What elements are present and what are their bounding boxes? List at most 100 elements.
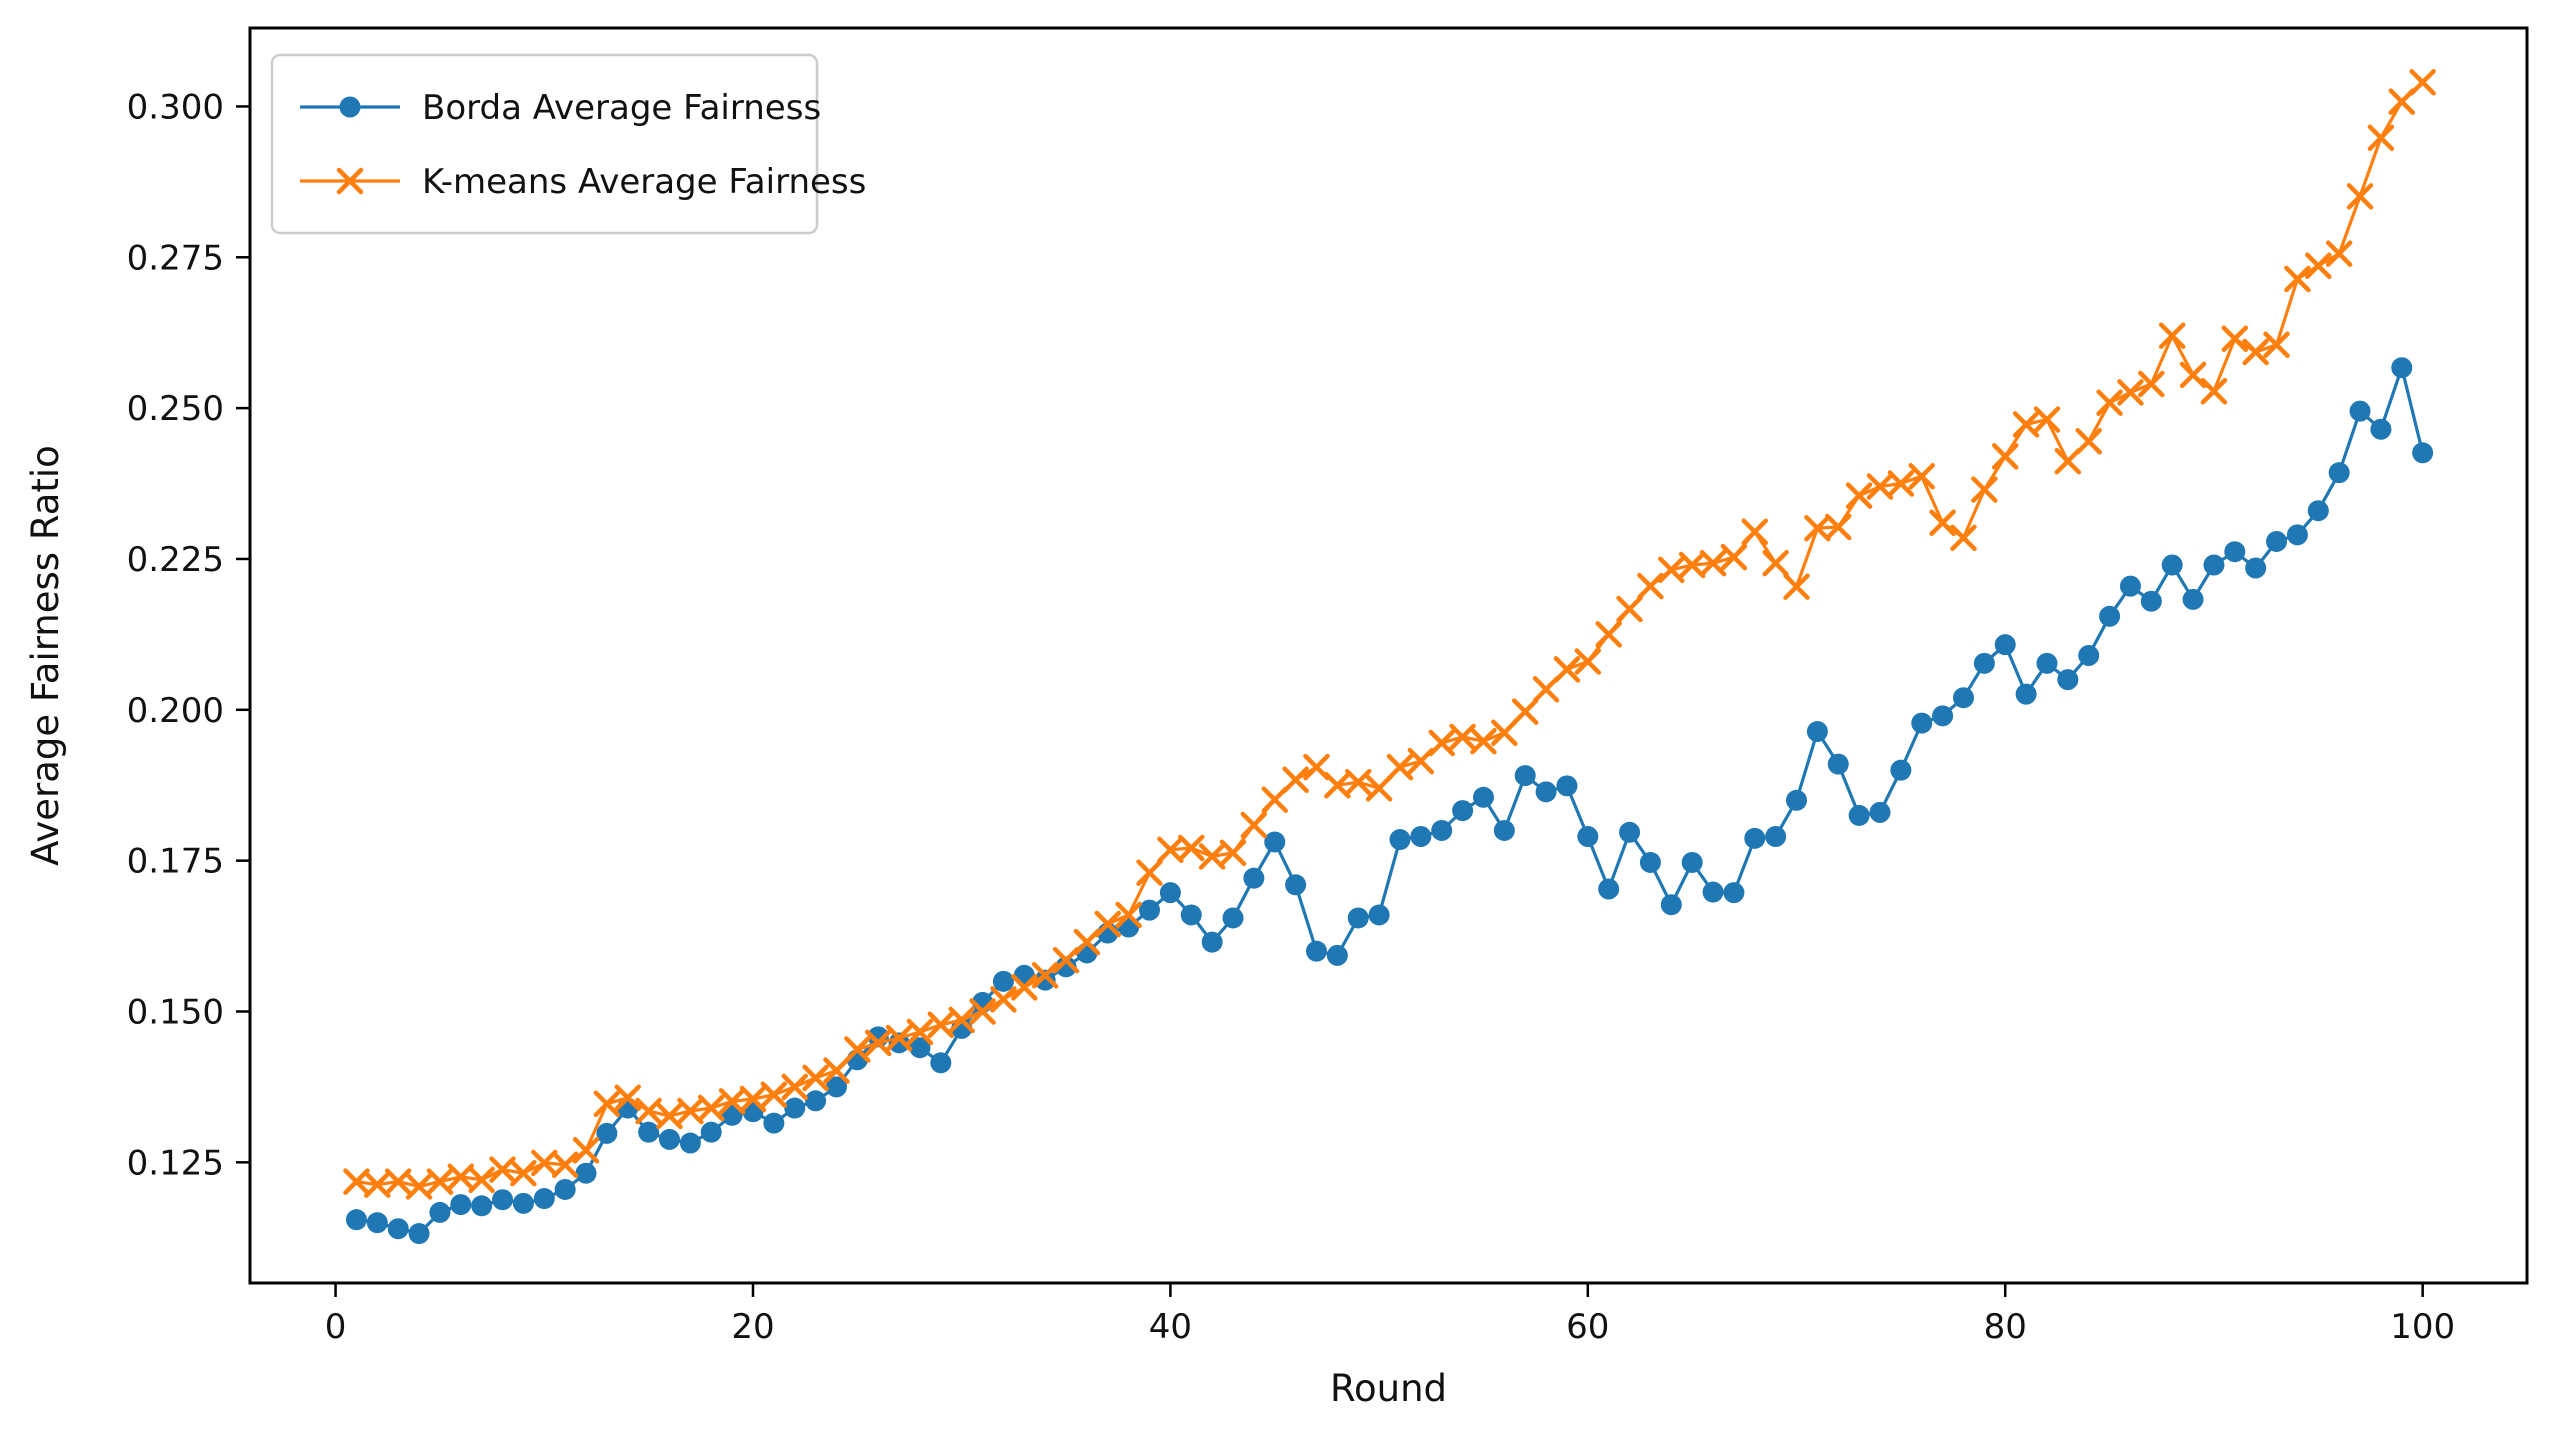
data-point-circle xyxy=(1556,775,1578,797)
data-point-x xyxy=(1303,753,1330,781)
data-point-circle xyxy=(1765,826,1787,848)
data-point-circle xyxy=(1431,819,1453,841)
data-point-x xyxy=(1908,463,1935,490)
data-point-circle xyxy=(408,1223,430,1245)
data-point-circle xyxy=(1952,687,1974,709)
data-point-circle xyxy=(1619,821,1641,843)
data-point-x xyxy=(1595,621,1622,648)
data-point-x xyxy=(635,1097,662,1125)
data-point-circle xyxy=(1305,940,1327,962)
data-point-circle xyxy=(1744,827,1766,849)
data-point-x xyxy=(468,1166,495,1194)
data-point-x xyxy=(1282,766,1309,794)
data-point-circle xyxy=(1994,634,2016,656)
data-point-circle xyxy=(1493,819,1515,841)
y-tick-label: 0.200 xyxy=(127,691,224,731)
data-point-circle xyxy=(1139,899,1161,921)
data-point-x xyxy=(1178,834,1205,862)
data-point-x xyxy=(1073,928,1101,956)
data-point-circle xyxy=(1911,712,1933,734)
data-point-x xyxy=(384,1168,412,1195)
data-point-circle xyxy=(1034,969,1056,991)
data-point-x xyxy=(739,1085,767,1113)
data-point-x xyxy=(593,1090,621,1118)
legend-box xyxy=(270,53,819,235)
data-point-circle xyxy=(1827,753,1849,775)
data-point-circle xyxy=(721,1104,743,1126)
data-point-circle xyxy=(429,1201,451,1223)
data-point-circle xyxy=(1076,942,1098,964)
data-point-x xyxy=(656,1102,683,1130)
data-point-circle xyxy=(679,1132,701,1154)
data-point-x xyxy=(572,1137,600,1164)
data-point-circle xyxy=(1639,851,1661,873)
data-point-circle xyxy=(1786,789,1808,811)
data-point-x xyxy=(2033,406,2061,433)
data-point-circle xyxy=(1514,765,1536,787)
data-point-x xyxy=(885,1024,913,1052)
data-point-x xyxy=(405,1173,433,1200)
data-point-x xyxy=(1094,910,1122,938)
data-point-x xyxy=(802,1064,829,1092)
data-point-x xyxy=(2263,331,2290,359)
data-point-circle xyxy=(1890,759,1912,781)
data-point-circle xyxy=(1869,801,1891,823)
data-point-x xyxy=(2242,338,2269,366)
x-tick-label: 60 xyxy=(1566,1307,1609,1347)
data-point-x xyxy=(1324,771,1351,799)
data-point-x xyxy=(1386,753,1414,781)
data-point-x xyxy=(2221,325,2249,352)
data-point-x xyxy=(1157,836,1184,864)
data-point-x xyxy=(1407,747,1435,775)
data-point-x xyxy=(2054,447,2082,475)
data-point-circle xyxy=(700,1121,722,1143)
data-point-circle xyxy=(992,970,1014,992)
x-tick-label: 80 xyxy=(1984,1307,2027,1347)
data-point-circle xyxy=(1368,904,1390,926)
data-point-circle xyxy=(930,1052,952,1074)
y-tick-label: 0.225 xyxy=(127,540,224,580)
data-point-x xyxy=(906,1018,934,1046)
data-point-circle xyxy=(2036,652,2058,674)
data-point-circle xyxy=(2057,669,2079,691)
data-point-circle xyxy=(2391,357,2413,379)
y-tick-label: 0.150 xyxy=(127,992,224,1032)
data-point-circle xyxy=(659,1128,681,1150)
data-point-x xyxy=(2367,124,2395,152)
data-point-circle xyxy=(492,1189,514,1211)
data-point-x xyxy=(1658,556,1685,584)
data-point-circle xyxy=(2015,683,2037,705)
data-point-x xyxy=(1720,543,1748,571)
data-point-circle xyxy=(339,96,361,118)
data-point-circle xyxy=(387,1218,409,1240)
data-point-circle xyxy=(1389,829,1411,851)
data-point-x xyxy=(1950,524,1977,552)
data-point-circle xyxy=(2349,400,2371,422)
data-point-circle xyxy=(2412,442,2434,464)
series-line xyxy=(356,366,2425,1236)
data-point-x xyxy=(1971,476,1998,503)
data-point-x xyxy=(1261,786,1288,813)
data-point-x xyxy=(1031,962,1059,989)
data-point-x xyxy=(1344,768,1372,796)
data-point-x xyxy=(2117,379,2144,406)
data-point-circle xyxy=(450,1194,472,1216)
data-point-circle xyxy=(1326,944,1348,966)
data-point-x xyxy=(426,1168,454,1195)
data-point-x xyxy=(1762,549,1789,577)
data-point-circle xyxy=(1932,705,1954,727)
data-point-x xyxy=(718,1088,746,1115)
data-point-circle xyxy=(1577,826,1599,848)
data-point-x xyxy=(489,1156,516,1183)
x-axis-label: Round xyxy=(1330,1367,1447,1410)
data-point-x xyxy=(2200,377,2228,405)
axes: 0 20 40 60 80 100 0.125 0.150 0.175 0.200 0.225 0.2… xyxy=(24,87,2455,1410)
data-point-x xyxy=(760,1081,788,1108)
data-point-x xyxy=(1365,774,1393,802)
data-point-circle xyxy=(1681,851,1703,873)
data-point-circle xyxy=(2245,557,2267,579)
y-tick-label: 0.175 xyxy=(127,842,224,882)
data-point-circle xyxy=(2119,575,2141,597)
data-point-x xyxy=(2138,370,2165,398)
data-point-x xyxy=(510,1159,537,1187)
